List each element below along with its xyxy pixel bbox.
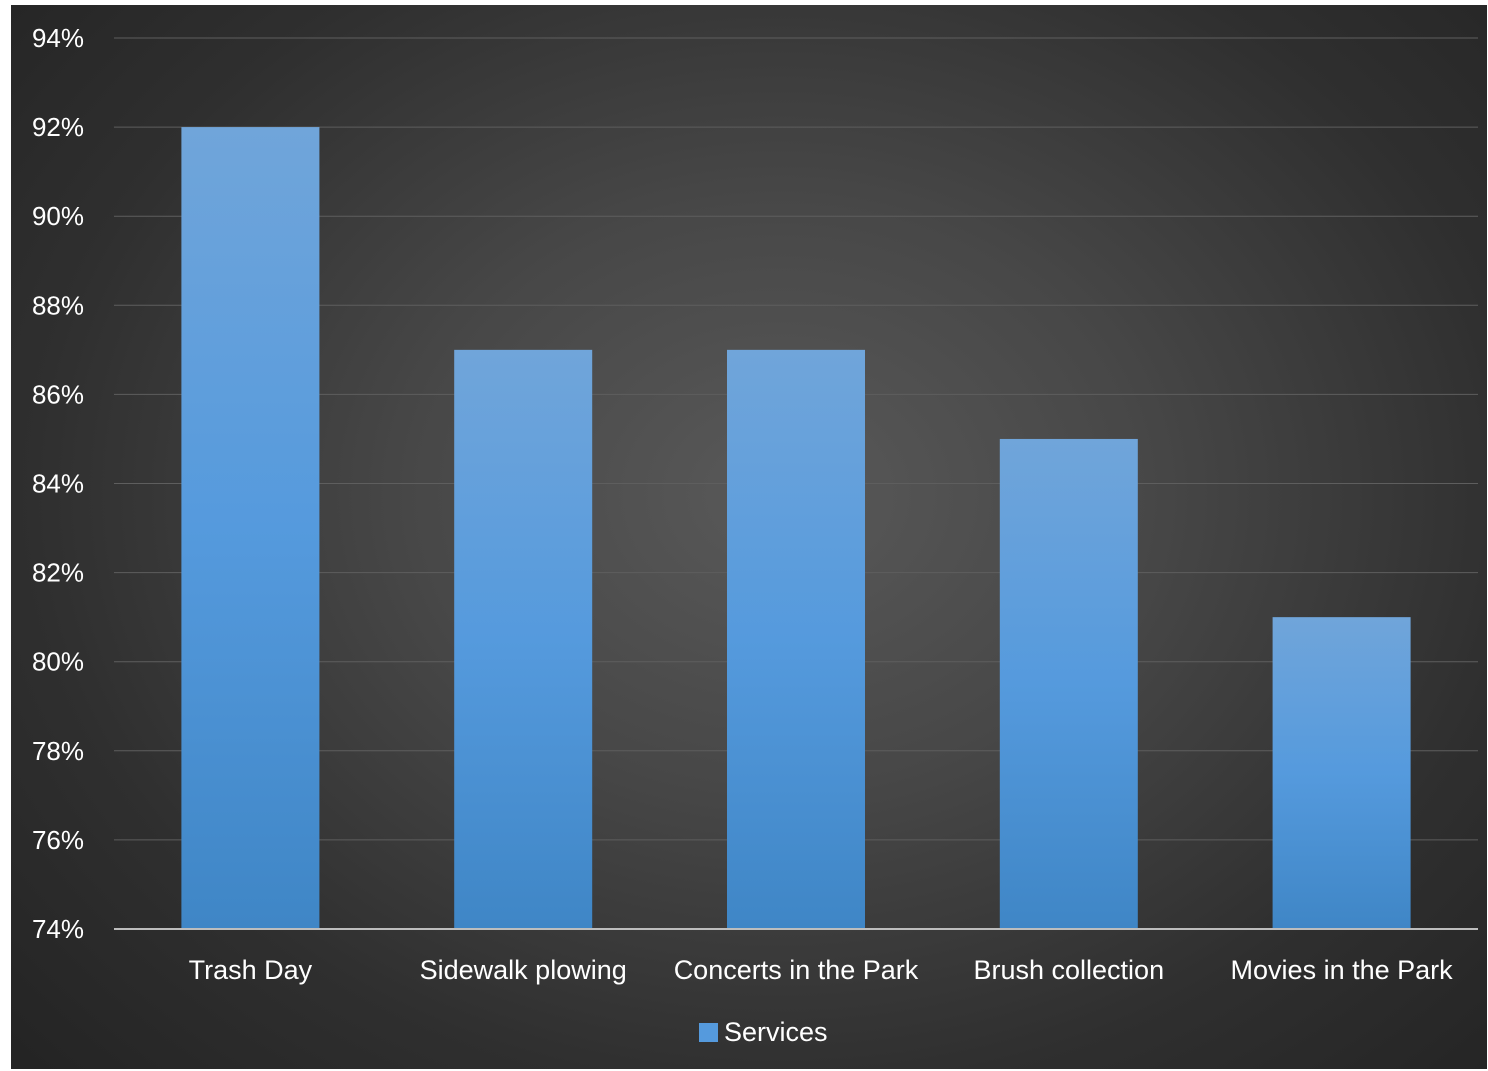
y-axis-tick-labels: 74% 76% 78% 80% 82% 84% 86% 88% 90% 92% 94% — [32, 23, 84, 944]
x-category-label: Brush collection — [973, 955, 1164, 985]
y-tick-label: 74% — [32, 914, 84, 944]
y-tick-label: 82% — [32, 558, 84, 588]
legend: Services — [699, 1017, 828, 1047]
y-tick-label: 84% — [32, 469, 84, 499]
bar — [999, 438, 1138, 929]
y-tick-label: 88% — [32, 290, 84, 320]
x-axis-category-labels: Trash Day Sidewalk plowing Concerts in the… — [189, 955, 1454, 985]
y-tick-label: 76% — [32, 825, 84, 855]
bar — [727, 349, 865, 930]
y-tick-label: 86% — [32, 379, 84, 409]
legend-swatch-services — [699, 1023, 718, 1042]
y-tick-label: 90% — [32, 201, 84, 231]
bar — [454, 349, 593, 930]
x-category-label: Movies in the Park — [1231, 955, 1454, 985]
x-category-label: Concerts in the Park — [674, 955, 919, 985]
x-category-label: Sidewalk plowing — [420, 955, 627, 985]
y-tick-label: 80% — [32, 647, 84, 677]
y-tick-label: 92% — [32, 112, 84, 142]
x-category-label: Trash Day — [189, 955, 313, 985]
bar — [1272, 617, 1411, 929]
bar — [181, 127, 320, 930]
bars — [181, 127, 1411, 930]
legend-label-services: Services — [724, 1017, 828, 1047]
y-tick-label: 94% — [32, 23, 84, 53]
y-tick-label: 78% — [32, 736, 84, 766]
